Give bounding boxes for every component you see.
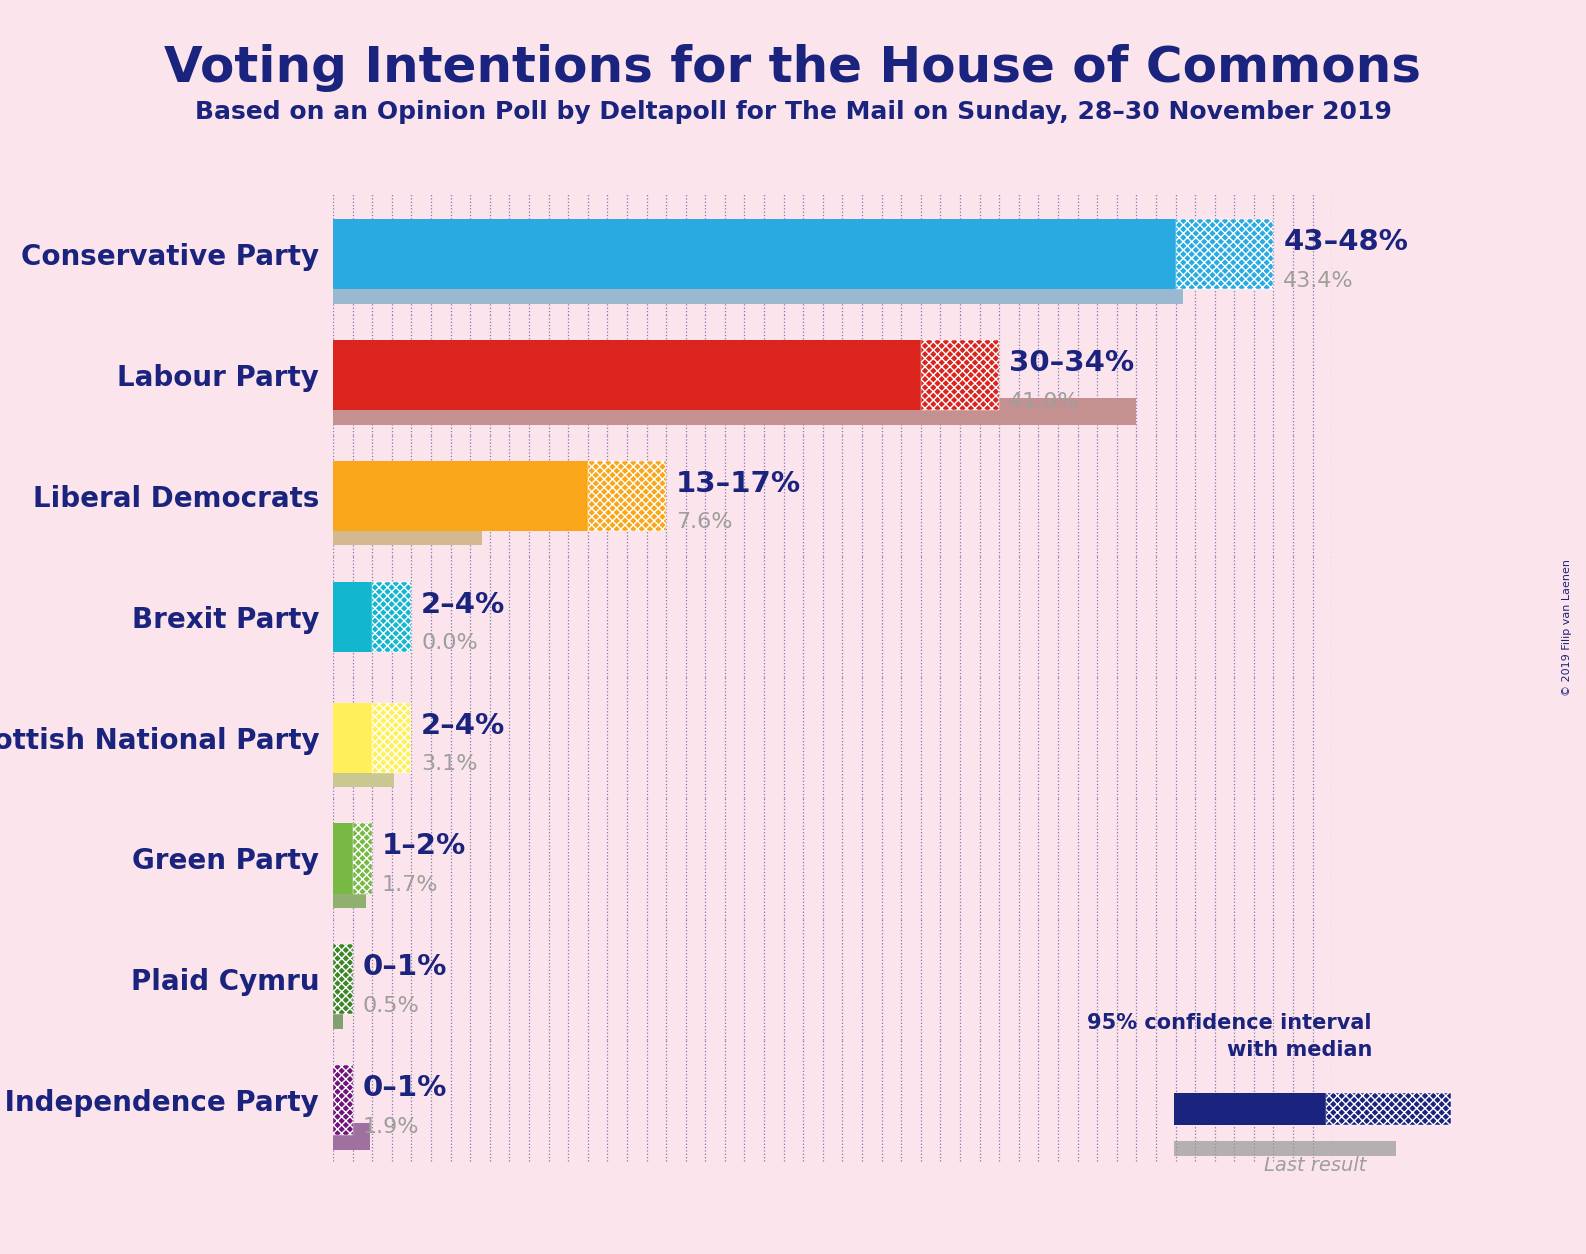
- Text: Based on an Opinion Poll by Deltapoll for The Mail on Sunday, 28–30 November 201: Based on an Opinion Poll by Deltapoll fo…: [195, 100, 1391, 124]
- Text: 3.1%: 3.1%: [422, 754, 477, 774]
- Text: 30–34%: 30–34%: [1009, 349, 1134, 377]
- Bar: [333, 702, 373, 772]
- Text: 43.4%: 43.4%: [1283, 271, 1354, 291]
- Bar: [1174, 1141, 1396, 1156]
- Bar: [1175, 219, 1274, 290]
- Bar: [333, 944, 352, 1014]
- Bar: [333, 882, 366, 908]
- Bar: [333, 761, 393, 788]
- Bar: [333, 519, 482, 545]
- Text: 95% confidence interval
with median: 95% confidence interval with median: [1088, 1013, 1372, 1060]
- Text: 41.0%: 41.0%: [1009, 391, 1080, 411]
- Text: 0–1%: 0–1%: [363, 953, 447, 981]
- Text: 0.0%: 0.0%: [422, 633, 477, 653]
- Bar: [333, 1065, 352, 1135]
- Bar: [333, 398, 1136, 425]
- Text: 1.7%: 1.7%: [382, 875, 439, 895]
- Text: 13–17%: 13–17%: [676, 470, 801, 498]
- Bar: [333, 277, 1183, 303]
- Bar: [373, 582, 411, 652]
- Bar: [333, 1124, 370, 1150]
- Bar: [333, 582, 373, 652]
- Bar: [333, 340, 921, 410]
- Text: Voting Intentions for the House of Commons: Voting Intentions for the House of Commo…: [165, 44, 1421, 92]
- Text: 0.5%: 0.5%: [363, 996, 419, 1016]
- Bar: [333, 219, 1175, 290]
- Bar: [588, 460, 666, 530]
- Bar: [333, 1002, 343, 1028]
- Bar: [921, 340, 999, 410]
- Bar: [333, 824, 352, 894]
- Text: 2–4%: 2–4%: [422, 711, 506, 740]
- Text: 43–48%: 43–48%: [1283, 228, 1408, 256]
- Bar: [1174, 1093, 1326, 1125]
- Text: 2–4%: 2–4%: [422, 591, 506, 618]
- Text: 1.9%: 1.9%: [363, 1117, 419, 1137]
- Bar: [352, 824, 373, 894]
- Bar: [1326, 1093, 1451, 1125]
- Text: © 2019 Filip van Laenen: © 2019 Filip van Laenen: [1562, 558, 1572, 696]
- Text: 7.6%: 7.6%: [676, 513, 733, 533]
- Text: 1–2%: 1–2%: [382, 833, 466, 860]
- Bar: [373, 702, 411, 772]
- Text: 0–1%: 0–1%: [363, 1075, 447, 1102]
- Text: Last result: Last result: [1264, 1156, 1366, 1175]
- Bar: [333, 460, 588, 530]
